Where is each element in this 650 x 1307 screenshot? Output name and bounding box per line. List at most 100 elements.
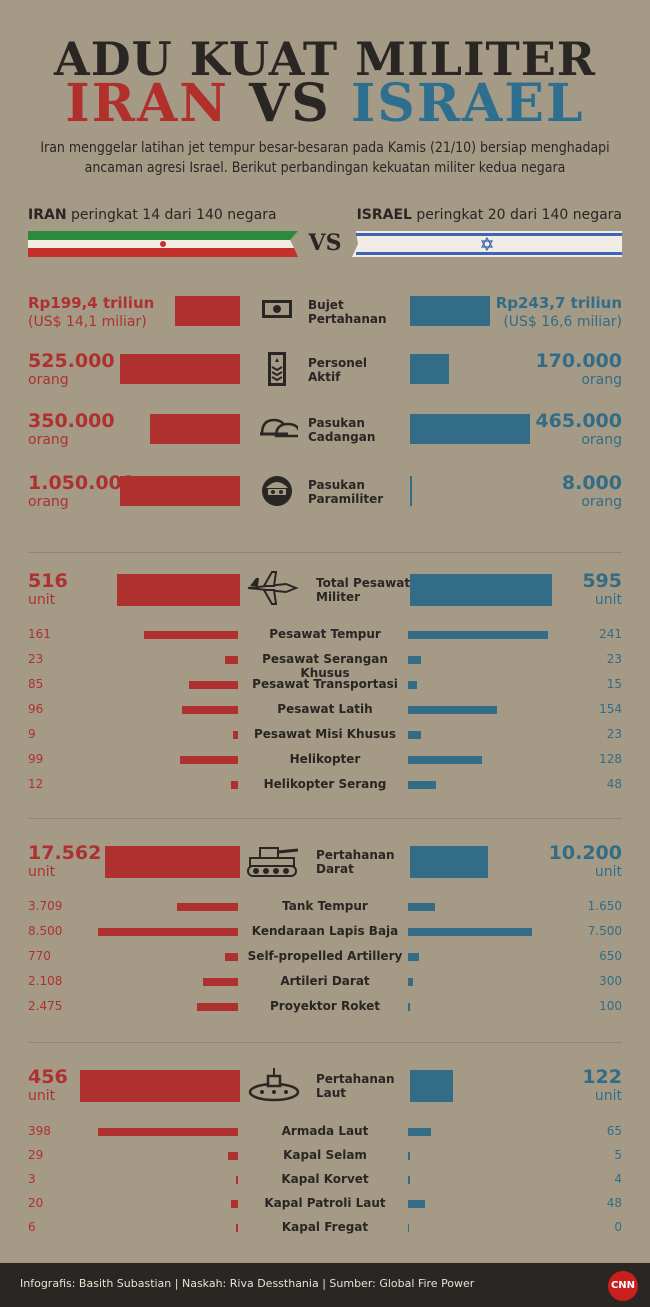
israel-value: Rp243,7 triliun (US$ 16,6 miliar)	[496, 292, 622, 330]
israel-value-text: 170.000	[535, 350, 622, 372]
iran-item-value: 29	[28, 1148, 44, 1162]
soldier-icon	[262, 476, 292, 506]
israel-value-sub: orang	[581, 372, 622, 388]
israel-value-text: 8.000	[561, 472, 622, 494]
iran-total-unit: unit	[28, 592, 56, 608]
item-label: Kapal Patroli Laut	[264, 1196, 386, 1210]
israel-item-bar	[408, 781, 436, 789]
title-israel: ISRAEL	[350, 73, 585, 134]
iran-total-bar	[105, 846, 240, 878]
iran-value-sub: orang	[28, 494, 69, 510]
iran-total-bar	[116, 574, 240, 606]
section-label: Pertahanan Laut	[316, 1072, 395, 1100]
israel-value: 170.000 orang	[535, 350, 622, 388]
iran-item-bar	[203, 978, 238, 986]
israel-total-text: 595	[582, 570, 622, 592]
iran-value-text: 1.050.000	[28, 472, 135, 494]
iran-total: 17.562 unit	[28, 842, 101, 880]
iran-item-bar	[180, 756, 238, 764]
iran-rank-name: IRAN	[28, 207, 67, 223]
iran-item-value: 85	[28, 677, 44, 691]
iran-item-value: 3	[28, 1172, 36, 1186]
iran-bar	[120, 476, 240, 506]
israel-total-bar	[410, 574, 552, 606]
iran-item-bar	[197, 1003, 238, 1011]
title-line2: IRAN VS ISRAEL	[0, 78, 650, 130]
iran-value-sub: (US$ 14,1 miliar)	[28, 314, 147, 330]
israel-total-bar	[410, 1070, 453, 1102]
israel-value-text: Rp243,7 triliun	[495, 294, 622, 312]
iran-item-bar	[231, 781, 238, 789]
submarine-icon	[248, 1068, 300, 1102]
divider	[28, 1042, 622, 1043]
israel-rank-name: ISRAEL	[356, 207, 412, 223]
footer: Infografis: Basith Subastian | Naskah: R…	[0, 1263, 650, 1307]
category-label: Pasukan Paramiliter	[308, 478, 384, 506]
israel-value-sub: (US$ 16,6 miliar)	[503, 314, 622, 330]
iran-item-bar	[236, 1176, 238, 1184]
israel-item-value: 15	[606, 677, 622, 691]
israel-item-value: 154	[599, 702, 622, 716]
israel-rank-text: peringkat 20 dari 140 negara	[416, 207, 622, 223]
israel-item-value: 23	[606, 652, 622, 666]
iran-total: 456 unit	[28, 1066, 68, 1104]
item-label: Tank Tempur	[282, 899, 368, 913]
israel-item-value: 0	[614, 1220, 622, 1234]
israel-total-bar	[410, 846, 489, 878]
item-label: Self-propelled Artillery	[247, 949, 403, 963]
israel-item-value: 1.650	[587, 899, 622, 913]
iran-value: Rp199,4 triliun (US$ 14,1 miliar)	[28, 292, 154, 330]
section-label: Pertahanan Darat	[316, 848, 395, 876]
israel-item-value: 48	[606, 1196, 622, 1210]
israel-item-value: 5	[614, 1148, 622, 1162]
israel-item-bar	[408, 978, 413, 986]
israel-bar	[410, 414, 530, 444]
iran-item-value: 6	[28, 1220, 36, 1234]
iran-bar	[120, 354, 240, 384]
iran-item-bar	[98, 1128, 238, 1136]
iran-item-bar	[176, 903, 238, 911]
israel-item-value: 650	[599, 949, 622, 963]
money-icon	[262, 300, 292, 318]
israel-total: 10.200 unit	[549, 842, 622, 880]
israel-item-bar	[408, 1200, 425, 1208]
israel-total-text: 122	[582, 1066, 622, 1088]
israel-item-bar	[408, 731, 422, 739]
iran-total-unit: unit	[28, 1088, 56, 1104]
iran-bar	[174, 296, 240, 326]
item-label: Kapal Selam	[283, 1148, 367, 1162]
israel-item-bar	[408, 1152, 410, 1160]
iran-total: 516 unit	[28, 570, 68, 608]
iran-value-text: Rp199,4 triliun	[28, 294, 155, 312]
iran-rank: IRAN peringkat 14 dari 140 negara	[28, 207, 277, 223]
israel-value: 8.000 orang	[562, 472, 622, 510]
iran-item-value: 398	[28, 1124, 51, 1138]
iran-item-value: 20	[28, 1196, 44, 1210]
israel-total-text: 10.200	[548, 842, 622, 864]
intro-text: Iran menggelar latihan jet tempur besar-…	[40, 140, 610, 176]
israel-item-value: 48	[606, 777, 622, 791]
israel-item-bar	[408, 928, 532, 936]
section-label: Total Pesawat Militer	[316, 576, 411, 604]
israel-item-bar	[408, 1176, 410, 1184]
iran-value-text: 525.000	[28, 350, 115, 372]
vs-label: VS	[308, 230, 342, 256]
israel-item-value: 300	[599, 974, 622, 988]
israel-item-value: 23	[606, 727, 622, 741]
iran-value: 525.000 orang	[28, 350, 115, 388]
israel-total-unit: unit	[594, 592, 622, 608]
israel-item-bar	[408, 1003, 410, 1011]
iran-item-bar	[235, 1224, 238, 1232]
divider	[28, 818, 622, 819]
divider	[28, 552, 622, 553]
iran-total-bar	[80, 1070, 240, 1102]
israel-bar	[410, 476, 412, 506]
israel-item-bar	[408, 756, 483, 764]
iran-item-value: 96	[28, 702, 44, 716]
tank-icon	[247, 847, 299, 877]
israel-total-unit: unit	[594, 1088, 622, 1104]
item-label: Pesawat Transportasi	[252, 677, 398, 691]
iran-total-text: 17.562	[28, 842, 102, 864]
israel-item-value: 4	[614, 1172, 622, 1186]
iran-item-bar	[98, 928, 238, 936]
